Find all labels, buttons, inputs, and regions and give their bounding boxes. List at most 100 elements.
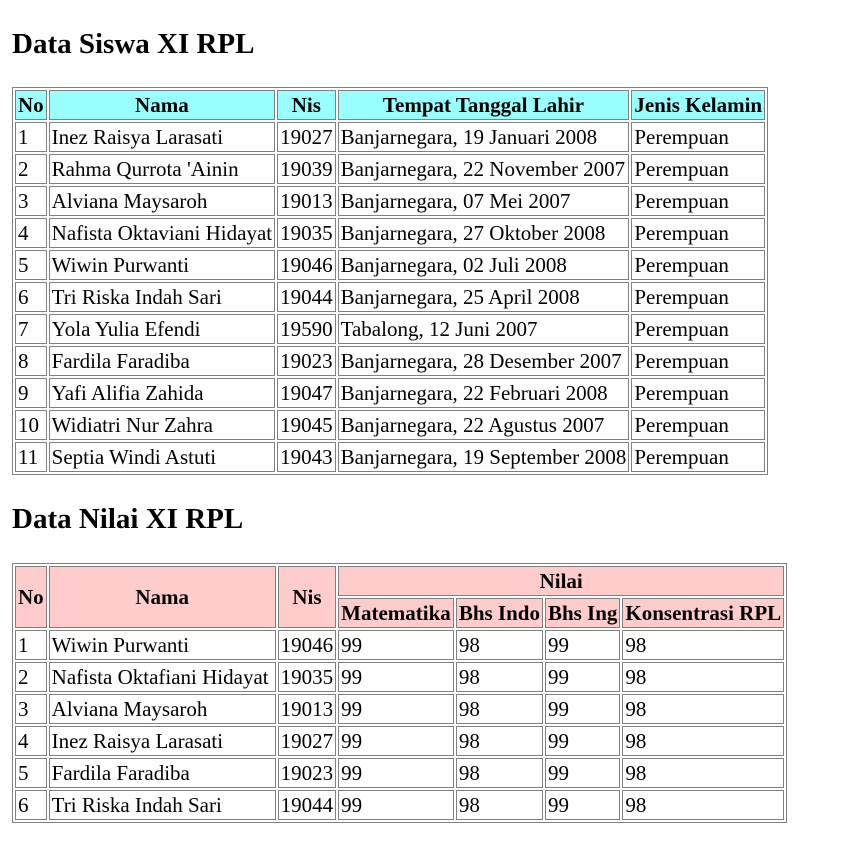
cell-no: 5: [15, 758, 47, 788]
cell-matematika: 99: [338, 758, 454, 788]
cell-ttl: Banjarnegara, 25 April 2008: [337, 282, 630, 312]
cell-nis: 19046: [277, 250, 336, 280]
table-row: 4 Nafista Oktaviani Hidayat 19035 Banjarneg…: [15, 218, 766, 248]
cell-no: 6: [15, 790, 47, 820]
cell-no: 4: [15, 218, 47, 248]
cell-jenis-kelamin: Perempuan: [631, 154, 766, 184]
cell-nis: 19044: [277, 282, 336, 312]
cell-jenis-kelamin: Perempuan: [631, 282, 766, 312]
cell-nis: 19045: [277, 410, 336, 440]
cell-ttl: Banjarnegara, 19 September 2008: [337, 442, 630, 472]
cell-no: 3: [15, 694, 47, 724]
cell-matematika: 99: [338, 790, 454, 820]
cell-nis: 19590: [277, 314, 336, 344]
cell-bhs-indo: 98: [455, 726, 543, 756]
cell-nama: Wiwin Purwanti: [48, 250, 276, 280]
table-row: 5 Fardila Faradiba 19023 99 98 99 98: [15, 758, 785, 788]
cell-nis: 19013: [277, 694, 337, 724]
cell-jenis-kelamin: Perempuan: [631, 410, 766, 440]
header-no: No: [15, 566, 47, 628]
nilai-subheader-row: Matematika Bhs Indo Bhs Ing Konsentrasi …: [15, 598, 785, 628]
table-row: 1 Wiwin Purwanti 19046 99 98 99 98: [15, 630, 785, 660]
cell-konsentrasi-rpl: 98: [622, 662, 785, 692]
cell-jenis-kelamin: Perempuan: [631, 442, 766, 472]
header-nilai: Nilai: [338, 566, 785, 596]
header-nama: Nama: [48, 90, 276, 120]
cell-bhs-ing: 99: [544, 630, 621, 660]
cell-nama: Tri Riska Indah Sari: [48, 790, 276, 820]
cell-matematika: 99: [338, 726, 454, 756]
cell-nis: 19027: [277, 726, 337, 756]
cell-bhs-ing: 99: [544, 758, 621, 788]
cell-no: 1: [15, 122, 47, 152]
cell-ttl: Banjarnegara, 22 Agustus 2007: [337, 410, 630, 440]
cell-no: 6: [15, 282, 47, 312]
cell-nama: Nafista Oktafiani Hidayat: [48, 662, 276, 692]
cell-nama: Inez Raisya Larasati: [48, 726, 276, 756]
siswa-title: Data Siswa XI RPL: [12, 28, 255, 60]
cell-konsentrasi-rpl: 98: [622, 726, 785, 756]
table-row: 6 Tri Riska Indah Sari 19044 Banjarnegara, …: [15, 282, 766, 312]
cell-jenis-kelamin: Perempuan: [631, 346, 766, 376]
cell-konsentrasi-rpl: 98: [622, 630, 785, 660]
header-nis: Nis: [277, 90, 336, 120]
cell-jenis-kelamin: Perempuan: [631, 186, 766, 216]
cell-bhs-indo: 98: [455, 630, 543, 660]
cell-nama: Alviana Maysaroh: [48, 694, 276, 724]
cell-jenis-kelamin: Perempuan: [631, 378, 766, 408]
siswa-header-row: No Nama Nis Tempat Tanggal Lahir Jenis K…: [15, 90, 766, 120]
cell-nis: 19027: [277, 122, 336, 152]
cell-bhs-indo: 98: [455, 662, 543, 692]
cell-no: 9: [15, 378, 47, 408]
cell-konsentrasi-rpl: 98: [622, 758, 785, 788]
cell-bhs-ing: 99: [544, 694, 621, 724]
cell-nis: 19044: [277, 790, 337, 820]
cell-jenis-kelamin: Perempuan: [631, 218, 766, 248]
nilai-title: Data Nilai XI RPL: [12, 503, 244, 535]
cell-nama: Wiwin Purwanti: [48, 630, 276, 660]
cell-ttl: Banjarnegara, 22 Februari 2008: [337, 378, 630, 408]
cell-no: 8: [15, 346, 47, 376]
header-ttl: Tempat Tanggal Lahir: [337, 90, 630, 120]
table-row: 5 Wiwin Purwanti 19046 Banjarnegara, 02 Jul…: [15, 250, 766, 280]
table-row: 3 Alviana Maysaroh 19013 Banjarnegara, 07 M…: [15, 186, 766, 216]
cell-no: 11: [15, 442, 47, 472]
cell-nama: Inez Raisya Larasati: [48, 122, 276, 152]
cell-nis: 19023: [277, 346, 336, 376]
table-row: 9 Yafi Alifia Zahida 19047 Banjarnegara, 22…: [15, 378, 766, 408]
table-row: 4 Inez Raisya Larasati 19027 99 98 99 98: [15, 726, 785, 756]
cell-nis: 19039: [277, 154, 336, 184]
cell-nis: 19013: [277, 186, 336, 216]
cell-nama: Widiatri Nur Zahra: [48, 410, 276, 440]
table-row: 11 Septia Windi Astuti 19043 Banjarnegara, …: [15, 442, 766, 472]
cell-no: 5: [15, 250, 47, 280]
cell-nama: Yafi Alifia Zahida: [48, 378, 276, 408]
cell-nama: Rahma Qurrota 'Ainin: [48, 154, 276, 184]
cell-bhs-ing: 99: [544, 726, 621, 756]
cell-bhs-ing: 99: [544, 662, 621, 692]
cell-ttl: Banjarnegara, 19 Januari 2008: [337, 122, 630, 152]
cell-konsentrasi-rpl: 98: [622, 790, 785, 820]
cell-no: 7: [15, 314, 47, 344]
header-nama: Nama: [48, 566, 276, 628]
table-row: 2 Nafista Oktafiani Hidayat 19035 99 98 99 98: [15, 662, 785, 692]
cell-nis: 19035: [277, 662, 337, 692]
cell-nama: Fardila Faradiba: [48, 346, 276, 376]
header-bhs-indo: Bhs Indo: [455, 598, 543, 628]
cell-no: 10: [15, 410, 47, 440]
header-jenis-kelamin: Jenis Kelamin: [631, 90, 766, 120]
cell-nis: 19043: [277, 442, 336, 472]
cell-nis: 19047: [277, 378, 336, 408]
cell-no: 2: [15, 662, 47, 692]
cell-nama: Nafista Oktaviani Hidayat: [48, 218, 276, 248]
cell-bhs-indo: 98: [455, 790, 543, 820]
header-nis: Nis: [277, 566, 337, 628]
cell-ttl: Banjarnegara, 07 Mei 2007: [337, 186, 630, 216]
cell-nama: Septia Windi Astuti: [48, 442, 276, 472]
cell-no: 1: [15, 630, 47, 660]
header-bhs-ing: Bhs Ing: [544, 598, 621, 628]
cell-nis: 19035: [277, 218, 336, 248]
cell-jenis-kelamin: Perempuan: [631, 250, 766, 280]
cell-no: 3: [15, 186, 47, 216]
header-matematika: Matematika: [338, 598, 454, 628]
